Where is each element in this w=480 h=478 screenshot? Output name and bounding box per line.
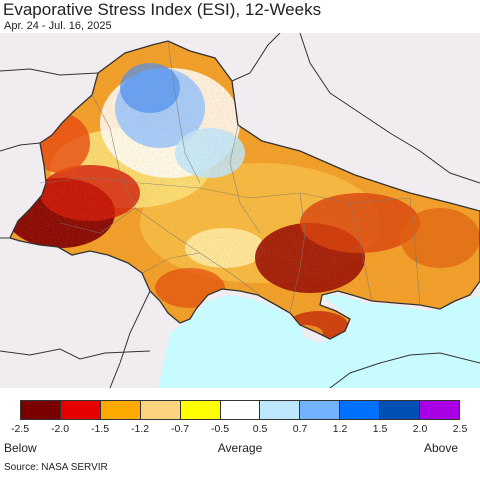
legend-swatch: [380, 401, 421, 419]
legend-average-label: Average: [217, 441, 263, 455]
neighbour-borders: [0, 33, 480, 388]
legend-swatch: [180, 401, 221, 419]
legend-tick-label: -1.5: [90, 423, 110, 435]
province-lines: [39, 40, 421, 314]
legend-tick-label: 2.0: [412, 423, 428, 435]
legend-swatch: [220, 401, 261, 419]
esi-map: [0, 33, 480, 388]
legend-swatch: [260, 401, 301, 419]
source-credit: Source: NASA SERVIR: [4, 462, 108, 473]
legend-swatch: [340, 401, 381, 419]
date-range: Apr. 24 - Jul. 16, 2025: [4, 20, 112, 32]
legend-swatch: [21, 401, 61, 419]
legend-colorbar: [20, 400, 460, 420]
legend-tick-label: -0.7: [170, 423, 190, 435]
legend-swatch: [60, 401, 101, 419]
legend-tick-label: 1.5: [372, 423, 388, 435]
black-sea: [158, 295, 480, 388]
legend-swatch: [420, 401, 459, 419]
legend-above-label: Above: [423, 441, 458, 455]
legend-swatch: [140, 401, 181, 419]
legend-tick-label: 2.5: [452, 423, 468, 435]
legend-swatch: [300, 401, 341, 419]
legend-below-label: Below: [4, 441, 37, 455]
legend-swatch: [100, 401, 141, 419]
legend-tick-label: -2.5: [10, 423, 30, 435]
legend-tick-label: -2.0: [50, 423, 70, 435]
legend-tick-label: 0.7: [292, 423, 308, 435]
legend-tick-label: 0.5: [252, 423, 268, 435]
map-title: Evaporative Stress Index (ESI), 12-Weeks: [3, 0, 322, 19]
legend-tick-label: -1.2: [130, 423, 150, 435]
legend-tick-label: 1.2: [332, 423, 348, 435]
legend-tick-label: -0.5: [210, 423, 230, 435]
